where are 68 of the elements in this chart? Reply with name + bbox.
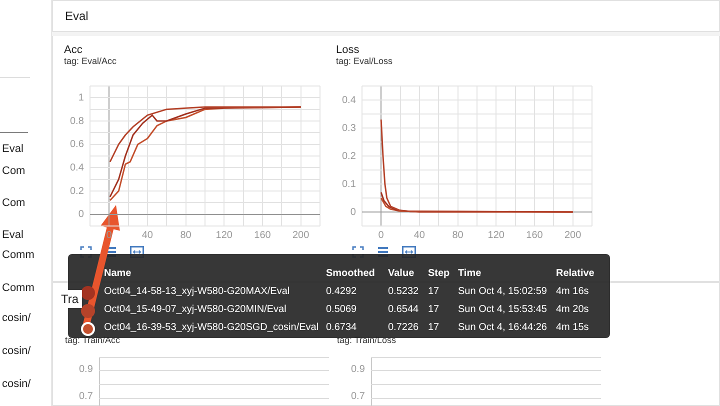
text: Comm xyxy=(2,282,34,294)
text: 0.5232 xyxy=(388,286,419,297)
text: Smoothed xyxy=(326,268,375,279)
y-tick-label: 1 xyxy=(78,92,84,104)
y-tick-label: 0.2 xyxy=(70,186,84,197)
chart-title: Loss xyxy=(336,44,360,56)
x-tick-label: 200 xyxy=(292,230,310,241)
text: 0.6544 xyxy=(388,304,419,315)
text: cosin/ xyxy=(2,312,31,324)
text: cosin/ xyxy=(2,345,31,357)
text: 0.7226 xyxy=(388,322,419,333)
x-tick-label: 200 xyxy=(564,230,582,241)
text: 0.6734 xyxy=(326,322,357,333)
text: cosin/ xyxy=(2,378,31,390)
text: Sun Oct 4, 15:02:59 xyxy=(458,286,547,297)
text: 0.9 xyxy=(351,364,365,375)
text: 0.9 xyxy=(79,364,93,375)
text: 0.7 xyxy=(351,391,365,402)
y-tick-label: 0.4 xyxy=(342,94,356,106)
text: Step xyxy=(428,268,450,279)
text: Oct04_16-39-53_xyj-W580-G20SGD_cosin/Eval xyxy=(104,322,319,333)
text: 0.7 xyxy=(79,391,93,402)
x-tick-label: 0 xyxy=(106,230,112,241)
y-tick-label: 0 xyxy=(350,206,356,218)
text: Time xyxy=(458,268,482,279)
x-tick-label: 80 xyxy=(180,230,192,241)
text: Sun Oct 4, 16:44:26 xyxy=(458,322,547,333)
text: 17 xyxy=(428,286,440,297)
text: 4m 16s xyxy=(556,286,589,297)
text: Oct04_15-49-07_xyj-W580-G20MIN/Eval xyxy=(104,304,286,315)
x-tick-label: 0 xyxy=(378,230,384,241)
chart-subtitle: tag: Eval/Loss xyxy=(336,56,394,66)
text: 4m 20s xyxy=(556,304,589,315)
text: tag: Train/Acc xyxy=(65,335,120,345)
y-tick-label: 0.6 xyxy=(70,139,84,150)
x-tick-label: 40 xyxy=(142,230,154,241)
x-tick-label: 160 xyxy=(254,230,272,241)
y-tick-label: 0 xyxy=(78,209,84,220)
text: Eval xyxy=(2,143,24,155)
text: 17 xyxy=(428,304,440,315)
y-tick-label: 0.4 xyxy=(70,162,84,174)
text: Comm xyxy=(2,249,34,261)
text: Value xyxy=(388,268,414,279)
y-tick-label: 0.2 xyxy=(342,150,356,162)
text: 0.4292 xyxy=(326,286,357,297)
x-tick-label: 40 xyxy=(414,230,426,241)
y-tick-label: 0.3 xyxy=(342,122,356,134)
text: Sun Oct 4, 15:53:45 xyxy=(458,304,547,315)
text: Eval xyxy=(2,229,24,241)
y-tick-label: 0.8 xyxy=(70,116,84,127)
chart-title: Acc xyxy=(64,44,84,56)
x-tick-label: 160 xyxy=(526,230,544,241)
x-tick-label: 80 xyxy=(452,230,464,241)
text: Tra xyxy=(58,290,82,308)
chart-subtitle: tag: Eval/Acc xyxy=(64,56,118,66)
text: tag: Train/Loss xyxy=(337,335,396,345)
text: Name xyxy=(104,268,132,279)
x-tick-label: 120 xyxy=(488,230,505,241)
text: Com xyxy=(2,197,26,209)
text: Com xyxy=(2,165,26,177)
x-tick-label: 120 xyxy=(216,230,233,241)
y-tick-label: 0.1 xyxy=(342,178,356,190)
text: Relative xyxy=(556,268,594,279)
text: 0.5069 xyxy=(326,304,357,315)
text: Eval xyxy=(53,1,719,31)
text: 17 xyxy=(428,322,440,333)
text: 4m 15s xyxy=(556,322,589,333)
text: Oct04_14-58-13_xyj-W580-G20MAX/Eval xyxy=(104,286,290,297)
